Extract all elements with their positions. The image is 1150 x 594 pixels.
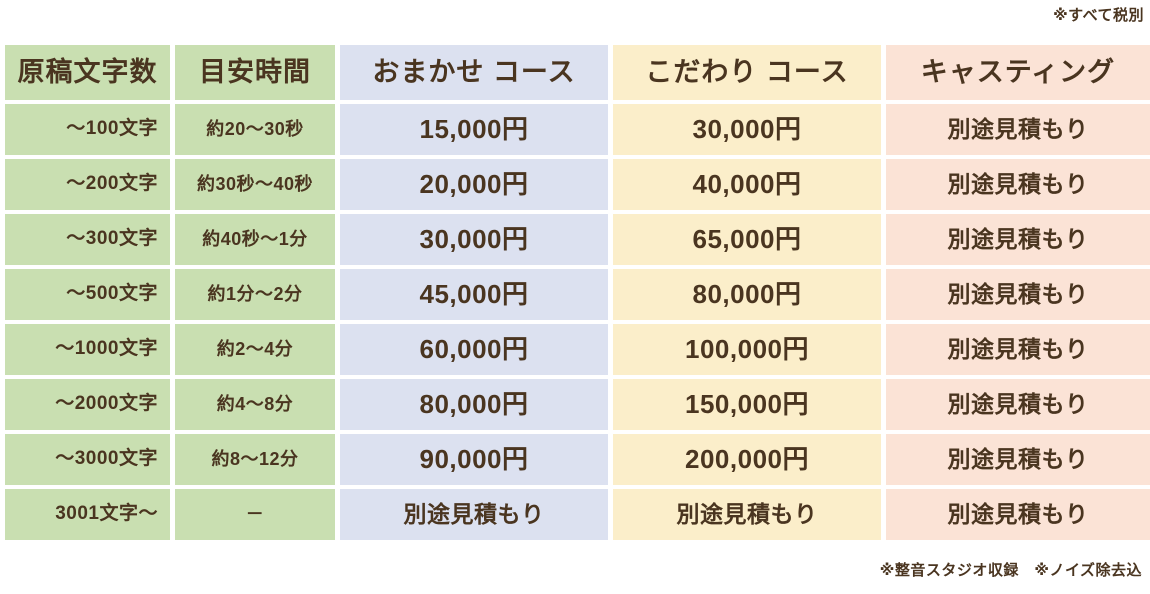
header-cell-casting: キャスティング bbox=[886, 45, 1150, 100]
cell-omakase: 15,000円 bbox=[340, 104, 608, 155]
cell-casting: 別途見積もり bbox=[886, 434, 1150, 485]
cell-chars: ～3000文字 bbox=[5, 434, 170, 485]
table-row: ～200文字 約30秒～40秒 20,000円 40,000円 別途見積もり bbox=[5, 159, 1150, 210]
cell-time: 約30秒～40秒 bbox=[175, 159, 335, 210]
recording-note: ※整音スタジオ収録 ※ノイズ除去込 bbox=[879, 562, 1142, 579]
cell-casting: 別途見積もり bbox=[886, 324, 1150, 375]
cell-omakase: 45,000円 bbox=[340, 269, 608, 320]
cell-kodawari: 40,000円 bbox=[613, 159, 881, 210]
header-cell-time: 目安時間 bbox=[175, 45, 335, 100]
pricing-table: 原稿文字数 目安時間 おまかせ コース こだわり コース キャスティング ～10… bbox=[0, 41, 1150, 544]
cell-kodawari: 80,000円 bbox=[613, 269, 881, 320]
cell-kodawari: 30,000円 bbox=[613, 104, 881, 155]
cell-chars: ～100文字 bbox=[5, 104, 170, 155]
cell-chars: ～200文字 bbox=[5, 159, 170, 210]
cell-casting: 別途見積もり bbox=[886, 214, 1150, 265]
cell-casting: 別途見積もり bbox=[886, 159, 1150, 210]
cell-kodawari: 別途見積もり bbox=[613, 489, 881, 540]
cell-casting: 別途見積もり bbox=[886, 104, 1150, 155]
cell-casting: 別途見積もり bbox=[886, 489, 1150, 540]
cell-kodawari: 100,000円 bbox=[613, 324, 881, 375]
header-cell-omakase: おまかせ コース bbox=[340, 45, 608, 100]
table-row: ～300文字 約40秒～1分 30,000円 65,000円 別途見積もり bbox=[5, 214, 1150, 265]
cell-casting: 別途見積もり bbox=[886, 269, 1150, 320]
cell-omakase: 90,000円 bbox=[340, 434, 608, 485]
table-row: 3001文字～ － 別途見積もり 別途見積もり 別途見積もり bbox=[5, 489, 1150, 540]
cell-time: 約1分～2分 bbox=[175, 269, 335, 320]
table-row: ～2000文字 約4～8分 80,000円 150,000円 別途見積もり bbox=[5, 379, 1150, 430]
cell-chars: ～300文字 bbox=[5, 214, 170, 265]
cell-casting: 別途見積もり bbox=[886, 379, 1150, 430]
table-row: ～500文字 約1分～2分 45,000円 80,000円 別途見積もり bbox=[5, 269, 1150, 320]
cell-omakase: 別途見積もり bbox=[340, 489, 608, 540]
cell-chars: ～500文字 bbox=[5, 269, 170, 320]
table-row: ～3000文字 約8～12分 90,000円 200,000円 別途見積もり bbox=[5, 434, 1150, 485]
pricing-table-body: 原稿文字数 目安時間 おまかせ コース こだわり コース キャスティング ～10… bbox=[5, 45, 1150, 540]
cell-time: 約40秒～1分 bbox=[175, 214, 335, 265]
cell-omakase: 30,000円 bbox=[340, 214, 608, 265]
cell-time: 約4～8分 bbox=[175, 379, 335, 430]
cell-omakase: 80,000円 bbox=[340, 379, 608, 430]
cell-time: 約20～30秒 bbox=[175, 104, 335, 155]
cell-kodawari: 65,000円 bbox=[613, 214, 881, 265]
cell-chars: ～2000文字 bbox=[5, 379, 170, 430]
cell-chars: ～1000文字 bbox=[5, 324, 170, 375]
header-cell-chars: 原稿文字数 bbox=[5, 45, 170, 100]
cell-chars: 3001文字～ bbox=[5, 489, 170, 540]
cell-time: 約2～4分 bbox=[175, 324, 335, 375]
tax-note: ※すべて税別 bbox=[1053, 7, 1144, 24]
cell-time: 約8～12分 bbox=[175, 434, 335, 485]
cell-omakase: 20,000円 bbox=[340, 159, 608, 210]
table-row: ～1000文字 約2～4分 60,000円 100,000円 別途見積もり bbox=[5, 324, 1150, 375]
cell-omakase: 60,000円 bbox=[340, 324, 608, 375]
cell-time: － bbox=[175, 489, 335, 540]
header-cell-kodawari: こだわり コース bbox=[613, 45, 881, 100]
table-row: ～100文字 約20～30秒 15,000円 30,000円 別途見積もり bbox=[5, 104, 1150, 155]
cell-kodawari: 150,000円 bbox=[613, 379, 881, 430]
table-header-row: 原稿文字数 目安時間 おまかせ コース こだわり コース キャスティング bbox=[5, 45, 1150, 100]
cell-kodawari: 200,000円 bbox=[613, 434, 881, 485]
